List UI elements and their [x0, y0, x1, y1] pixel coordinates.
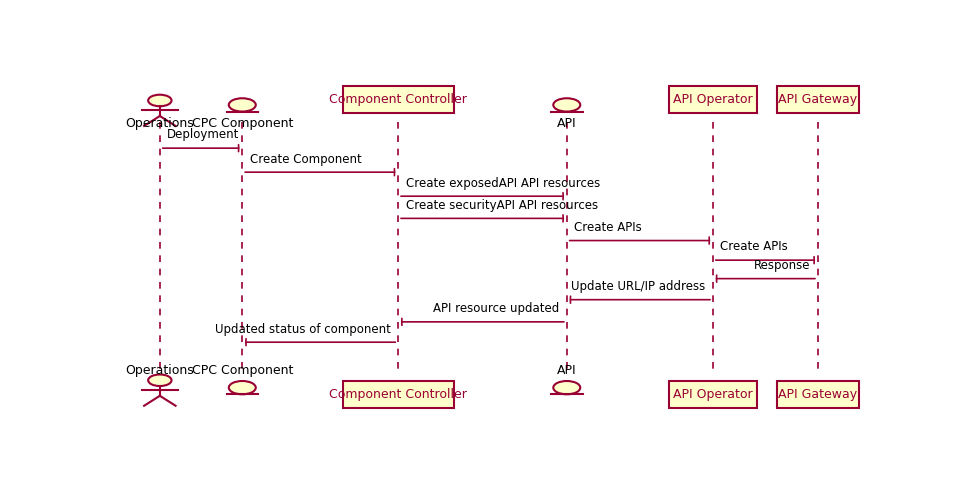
Text: Create APIs: Create APIs: [574, 221, 642, 234]
Text: CPC Component: CPC Component: [191, 117, 293, 130]
Circle shape: [148, 95, 171, 106]
Text: API Gateway: API Gateway: [778, 93, 858, 106]
Text: Create exposedAPI API resources: Create exposedAPI API resources: [406, 177, 600, 190]
Text: CPC Component: CPC Component: [191, 364, 293, 377]
Text: API resource updated: API resource updated: [433, 302, 559, 315]
Circle shape: [553, 98, 580, 111]
Circle shape: [229, 98, 256, 111]
Text: Operations: Operations: [126, 117, 194, 130]
Text: API Operator: API Operator: [673, 388, 752, 401]
FancyBboxPatch shape: [342, 381, 454, 408]
Text: Create securityAPI API resources: Create securityAPI API resources: [406, 199, 598, 212]
Text: Deployment: Deployment: [167, 129, 240, 142]
Text: Response: Response: [754, 259, 810, 272]
FancyBboxPatch shape: [342, 86, 454, 113]
FancyBboxPatch shape: [777, 381, 859, 408]
Text: API Operator: API Operator: [673, 93, 752, 106]
Text: Updated status of component: Updated status of component: [215, 323, 391, 336]
Text: API: API: [557, 117, 576, 130]
Text: Create Component: Create Component: [249, 153, 362, 166]
Text: Component Controller: Component Controller: [329, 388, 467, 401]
Circle shape: [148, 374, 171, 386]
Text: Operations: Operations: [126, 364, 194, 377]
Text: API Gateway: API Gateway: [778, 388, 858, 401]
Text: API: API: [557, 364, 576, 377]
FancyBboxPatch shape: [777, 86, 859, 113]
Text: Component Controller: Component Controller: [329, 93, 467, 106]
Text: Update URL/IP address: Update URL/IP address: [571, 280, 706, 293]
FancyBboxPatch shape: [669, 86, 757, 113]
Text: Create APIs: Create APIs: [720, 240, 788, 253]
Circle shape: [229, 381, 256, 394]
FancyBboxPatch shape: [669, 381, 757, 408]
Circle shape: [553, 381, 580, 394]
